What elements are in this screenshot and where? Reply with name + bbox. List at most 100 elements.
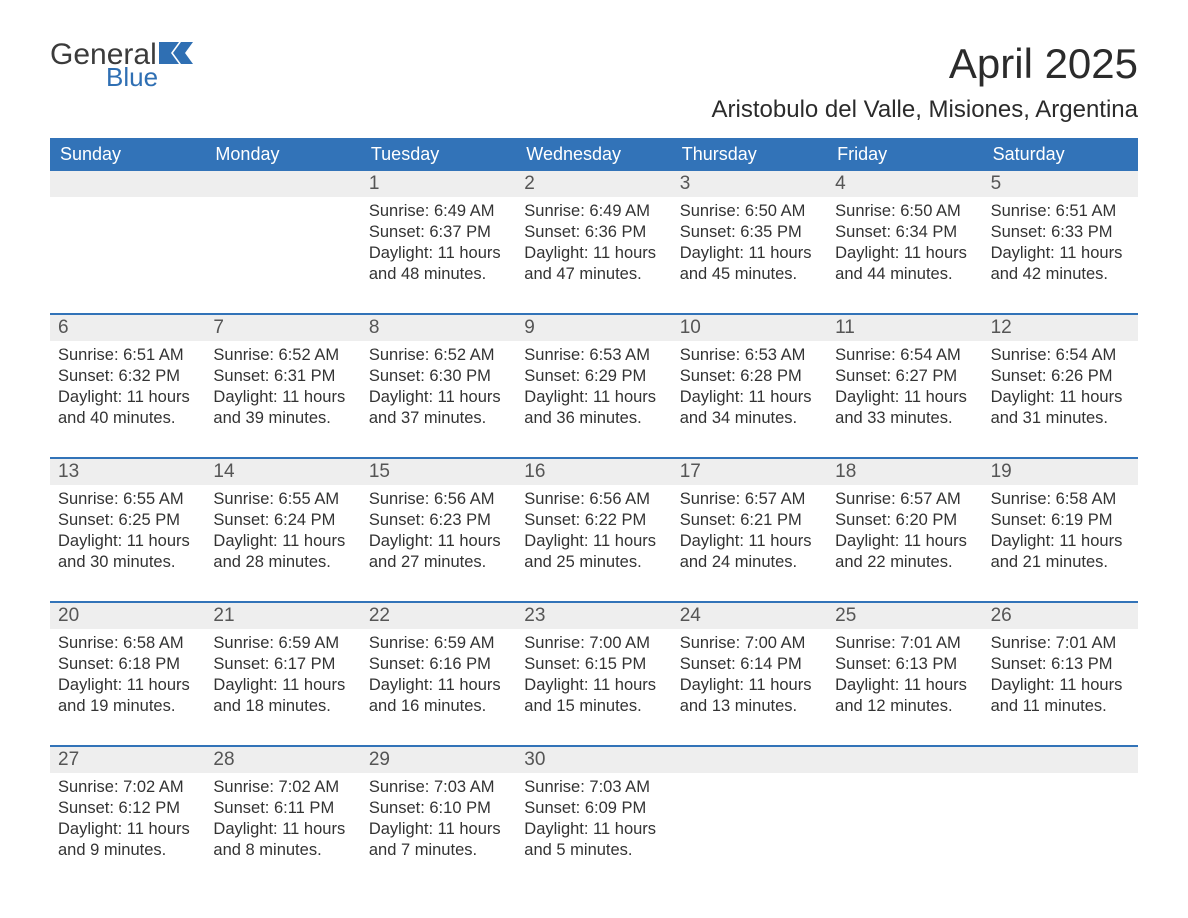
day-cell: Sunrise: 6:52 AMSunset: 6:30 PMDaylight:… <box>361 341 516 437</box>
sunrise-line: Sunrise: 6:57 AM <box>835 489 974 510</box>
sunset-line: Sunset: 6:29 PM <box>524 366 663 387</box>
sunset-line: Sunset: 6:09 PM <box>524 798 663 819</box>
day-cell: Sunrise: 6:56 AMSunset: 6:23 PMDaylight:… <box>361 485 516 581</box>
sunrise-line: Sunrise: 6:54 AM <box>991 345 1130 366</box>
daynum-band: 13141516171819 <box>50 459 1138 485</box>
sunrise-line: Sunrise: 6:54 AM <box>835 345 974 366</box>
sunrise-line: Sunrise: 6:58 AM <box>991 489 1130 510</box>
day-number <box>672 747 827 773</box>
daylight-line: Daylight: 11 hours and 12 minutes. <box>835 675 974 717</box>
sunset-line: Sunset: 6:11 PM <box>213 798 352 819</box>
day-number: 16 <box>516 459 671 485</box>
daylight-line: Daylight: 11 hours and 45 minutes. <box>680 243 819 285</box>
daylight-line: Daylight: 11 hours and 24 minutes. <box>680 531 819 573</box>
calendar-week: 27282930Sunrise: 7:02 AMSunset: 6:12 PMD… <box>50 745 1138 869</box>
day-number: 28 <box>205 747 360 773</box>
day-cell: Sunrise: 6:59 AMSunset: 6:16 PMDaylight:… <box>361 629 516 725</box>
day-number: 3 <box>672 171 827 197</box>
sunrise-line: Sunrise: 6:49 AM <box>369 201 508 222</box>
day-cell: Sunrise: 6:49 AMSunset: 6:36 PMDaylight:… <box>516 197 671 293</box>
daylight-line: Daylight: 11 hours and 30 minutes. <box>58 531 197 573</box>
daylight-line: Daylight: 11 hours and 39 minutes. <box>213 387 352 429</box>
sunrise-line: Sunrise: 6:52 AM <box>369 345 508 366</box>
sunset-line: Sunset: 6:36 PM <box>524 222 663 243</box>
sunrise-line: Sunrise: 6:56 AM <box>369 489 508 510</box>
daylight-line: Daylight: 11 hours and 21 minutes. <box>991 531 1130 573</box>
sunset-line: Sunset: 6:27 PM <box>835 366 974 387</box>
day-number <box>205 171 360 197</box>
sunrise-line: Sunrise: 6:57 AM <box>680 489 819 510</box>
sunset-line: Sunset: 6:18 PM <box>58 654 197 675</box>
sunrise-line: Sunrise: 6:51 AM <box>58 345 197 366</box>
daynum-band: 12345 <box>50 171 1138 197</box>
daylight-line: Daylight: 11 hours and 16 minutes. <box>369 675 508 717</box>
sunset-line: Sunset: 6:23 PM <box>369 510 508 531</box>
daylight-line: Daylight: 11 hours and 27 minutes. <box>369 531 508 573</box>
day-cell <box>205 197 360 293</box>
day-cell: Sunrise: 6:56 AMSunset: 6:22 PMDaylight:… <box>516 485 671 581</box>
daylight-line: Daylight: 11 hours and 48 minutes. <box>369 243 508 285</box>
dow-thursday: Thursday <box>672 138 827 171</box>
day-cell: Sunrise: 6:54 AMSunset: 6:27 PMDaylight:… <box>827 341 982 437</box>
day-cell: Sunrise: 6:58 AMSunset: 6:18 PMDaylight:… <box>50 629 205 725</box>
sunset-line: Sunset: 6:14 PM <box>680 654 819 675</box>
weeks-container: 12345Sunrise: 6:49 AMSunset: 6:37 PMDayl… <box>50 171 1138 869</box>
day-cell: Sunrise: 7:00 AMSunset: 6:14 PMDaylight:… <box>672 629 827 725</box>
sunset-line: Sunset: 6:34 PM <box>835 222 974 243</box>
daylight-line: Daylight: 11 hours and 7 minutes. <box>369 819 508 861</box>
day-cell <box>827 773 982 869</box>
day-cell: Sunrise: 6:50 AMSunset: 6:34 PMDaylight:… <box>827 197 982 293</box>
daylight-line: Daylight: 11 hours and 15 minutes. <box>524 675 663 717</box>
daylight-line: Daylight: 11 hours and 40 minutes. <box>58 387 197 429</box>
sunrise-line: Sunrise: 7:00 AM <box>524 633 663 654</box>
sunset-line: Sunset: 6:31 PM <box>213 366 352 387</box>
header: General Blue April 2025 <box>50 40 1138 90</box>
day-cell: Sunrise: 6:58 AMSunset: 6:19 PMDaylight:… <box>983 485 1138 581</box>
day-cell: Sunrise: 6:51 AMSunset: 6:32 PMDaylight:… <box>50 341 205 437</box>
day-number <box>827 747 982 773</box>
sunset-line: Sunset: 6:20 PM <box>835 510 974 531</box>
day-number: 9 <box>516 315 671 341</box>
sunset-line: Sunset: 6:13 PM <box>991 654 1130 675</box>
daylight-line: Daylight: 11 hours and 33 minutes. <box>835 387 974 429</box>
day-number: 6 <box>50 315 205 341</box>
sunrise-line: Sunrise: 6:51 AM <box>991 201 1130 222</box>
daylight-line: Daylight: 11 hours and 9 minutes. <box>58 819 197 861</box>
page-title: April 2025 <box>949 40 1138 88</box>
sunrise-line: Sunrise: 6:55 AM <box>213 489 352 510</box>
day-number: 26 <box>983 603 1138 629</box>
sunrise-line: Sunrise: 6:50 AM <box>680 201 819 222</box>
day-number: 27 <box>50 747 205 773</box>
sunset-line: Sunset: 6:32 PM <box>58 366 197 387</box>
day-number: 12 <box>983 315 1138 341</box>
daylight-line: Daylight: 11 hours and 31 minutes. <box>991 387 1130 429</box>
day-number: 22 <box>361 603 516 629</box>
sunrise-line: Sunrise: 7:03 AM <box>524 777 663 798</box>
sunrise-line: Sunrise: 6:55 AM <box>58 489 197 510</box>
dow-friday: Friday <box>827 138 982 171</box>
daynum-band: 27282930 <box>50 747 1138 773</box>
day-cell <box>672 773 827 869</box>
sunset-line: Sunset: 6:22 PM <box>524 510 663 531</box>
sunset-line: Sunset: 6:17 PM <box>213 654 352 675</box>
daylight-line: Daylight: 11 hours and 44 minutes. <box>835 243 974 285</box>
daynum-band: 20212223242526 <box>50 603 1138 629</box>
day-number: 1 <box>361 171 516 197</box>
sunrise-line: Sunrise: 6:58 AM <box>58 633 197 654</box>
sunset-line: Sunset: 6:35 PM <box>680 222 819 243</box>
sunset-line: Sunset: 6:28 PM <box>680 366 819 387</box>
day-cell: Sunrise: 7:01 AMSunset: 6:13 PMDaylight:… <box>983 629 1138 725</box>
dow-saturday: Saturday <box>983 138 1138 171</box>
logo-word-blue: Blue <box>106 64 193 90</box>
day-number: 23 <box>516 603 671 629</box>
dow-sunday: Sunday <box>50 138 205 171</box>
day-cell: Sunrise: 6:55 AMSunset: 6:25 PMDaylight:… <box>50 485 205 581</box>
day-number: 14 <box>205 459 360 485</box>
sunrise-line: Sunrise: 7:01 AM <box>835 633 974 654</box>
day-number: 8 <box>361 315 516 341</box>
daylight-line: Daylight: 11 hours and 19 minutes. <box>58 675 197 717</box>
day-cell <box>50 197 205 293</box>
day-number: 15 <box>361 459 516 485</box>
sunset-line: Sunset: 6:30 PM <box>369 366 508 387</box>
daylight-line: Daylight: 11 hours and 25 minutes. <box>524 531 663 573</box>
